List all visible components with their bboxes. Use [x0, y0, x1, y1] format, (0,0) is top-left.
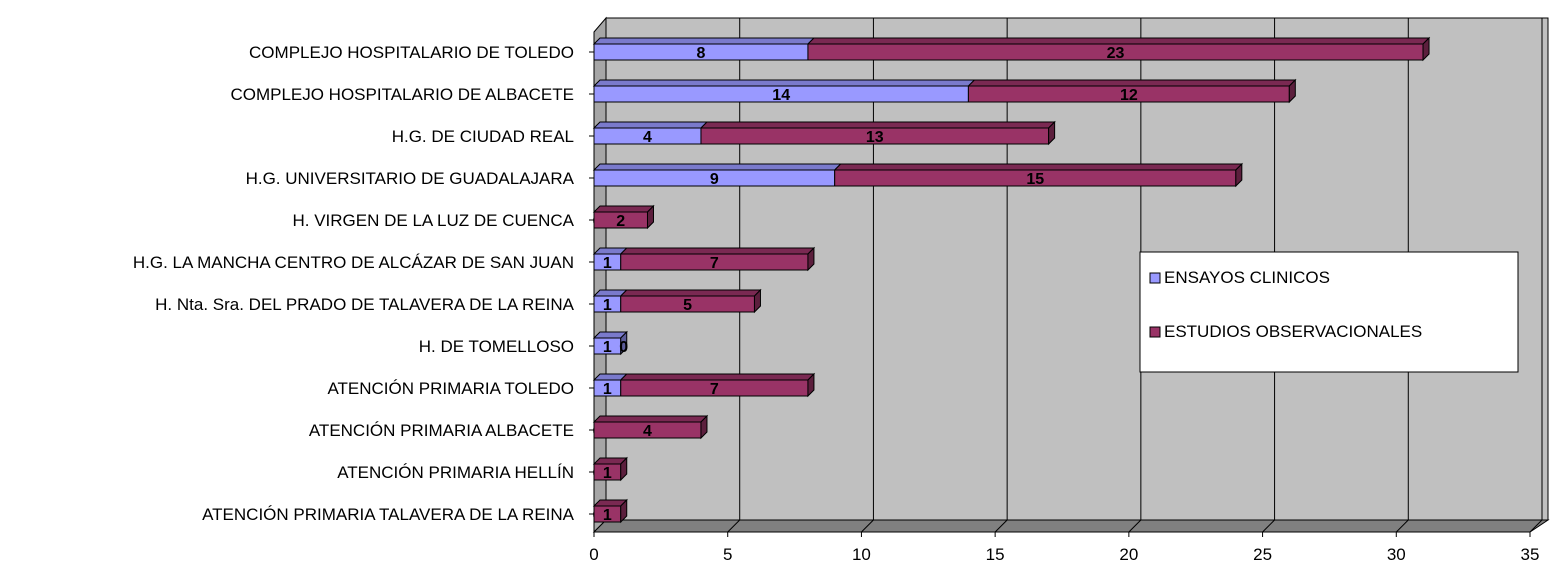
bar-side	[1235, 162, 1243, 188]
x-tick-label: 0	[589, 545, 598, 564]
data-label: 2	[616, 213, 625, 230]
bar-segment	[592, 37, 816, 61]
bar-side	[646, 204, 654, 230]
data-label: 7	[710, 255, 719, 272]
bar-side	[807, 246, 815, 272]
bar-side	[1288, 78, 1296, 104]
data-label: 0	[619, 339, 628, 356]
bar-segment	[967, 78, 1297, 104]
bar-segment	[619, 372, 816, 398]
bar-segment	[619, 288, 762, 314]
bar-side	[620, 330, 628, 356]
bar-segment	[619, 246, 816, 272]
bar-top	[699, 121, 1056, 129]
bar-segment	[592, 163, 842, 187]
legend-label: ENSAYOS CLINICOS	[1164, 268, 1330, 287]
data-label: 23	[1107, 45, 1125, 62]
category-label: H. DE TOMELLOSO	[419, 337, 574, 356]
legend-item: ESTUDIOS OBSERVACIONALES	[1149, 322, 1422, 341]
category-label: ATENCIÓN PRIMARIA TOLEDO	[327, 379, 574, 398]
category-label: H.G. LA MANCHA CENTRO DE ALCÁZAR DE SAN …	[133, 253, 574, 272]
bar-top	[833, 163, 1244, 171]
bar-top	[619, 247, 816, 255]
bar-segment	[592, 247, 628, 271]
data-label: 9	[710, 171, 719, 188]
gridline-floor	[1395, 519, 1409, 533]
legend-swatch	[1149, 326, 1161, 338]
bar-segment	[592, 498, 628, 524]
plot-floor	[592, 519, 1550, 533]
data-label: 12	[1120, 87, 1138, 104]
legend-swatch	[1149, 272, 1161, 284]
bar-side	[620, 498, 628, 524]
data-label: 1	[603, 507, 612, 524]
bar-side	[1422, 36, 1430, 62]
category-label: ATENCIÓN PRIMARIA HELLÍN	[337, 463, 574, 482]
x-tick-label: 25	[1253, 545, 1272, 564]
gridline-floor	[994, 519, 1008, 533]
bar-segment	[592, 204, 655, 230]
category-label: ATENCIÓN PRIMARIA ALBACETE	[309, 421, 574, 440]
bar-side	[620, 456, 628, 482]
legend-box	[1139, 251, 1519, 373]
data-label: 1	[603, 381, 612, 398]
bar-top	[592, 163, 842, 171]
category-label: H. Nta. Sra. DEL PRADO DE TALAVERA DE LA…	[155, 295, 575, 314]
gridline-floor	[1128, 519, 1142, 533]
bar-segment	[699, 120, 1056, 146]
x-tick-label: 30	[1387, 545, 1406, 564]
data-label: 1	[603, 465, 612, 482]
data-label: 8	[697, 45, 706, 62]
bar-side	[807, 372, 815, 398]
data-label: 4	[643, 423, 652, 440]
bar-side	[1048, 120, 1056, 146]
legend-item: ENSAYOS CLINICOS	[1149, 268, 1330, 287]
data-label: 7	[710, 381, 719, 398]
category-label: H. VIRGEN DE LA LUZ DE CUENCA	[292, 211, 574, 230]
bar-top	[619, 289, 762, 297]
category-label: H.G. DE CIUDAD REAL	[392, 127, 574, 146]
gridline-floor	[1262, 519, 1275, 533]
bar-top	[592, 79, 976, 87]
data-label: 1	[603, 255, 612, 272]
legend-label: ESTUDIOS OBSERVACIONALES	[1164, 322, 1422, 341]
data-label: 1	[603, 297, 612, 314]
x-tick-label: 35	[1521, 545, 1540, 564]
bar-segment	[592, 330, 628, 356]
data-label: 4	[643, 129, 652, 146]
bar-segment	[806, 36, 1431, 62]
data-label: 14	[772, 87, 790, 104]
bar-top	[592, 415, 709, 423]
x-tick-label: 5	[723, 545, 732, 564]
bar-side	[753, 288, 761, 314]
x-tick-label: 10	[852, 545, 871, 564]
category-label: COMPLEJO HOSPITALARIO DE ALBACETE	[230, 85, 574, 104]
bar-segment	[592, 373, 628, 397]
category-label: ATENCIÓN PRIMARIA TALAVERA DE LA REINA	[202, 505, 575, 524]
bar-top	[592, 205, 655, 213]
category-label: H.G. UNIVERSITARIO DE GUADALAJARA	[246, 169, 575, 188]
bar-top	[619, 373, 816, 381]
bar-segment	[833, 162, 1244, 188]
bar-top	[967, 79, 1297, 87]
bar-top	[806, 37, 1431, 45]
gridline-floor	[727, 519, 741, 533]
data-label: 1	[603, 339, 612, 356]
bar-segment	[592, 414, 709, 440]
bar-top	[592, 121, 709, 129]
category-label: COMPLEJO HOSPITALARIO DE TOLEDO	[249, 43, 574, 62]
x-tick-label: 15	[986, 545, 1005, 564]
gridline-floor	[861, 519, 874, 533]
gridline-floor	[1529, 519, 1543, 533]
bar-top	[592, 37, 816, 45]
bar-side	[700, 414, 708, 440]
data-label: 15	[1026, 171, 1044, 188]
data-label: 5	[683, 297, 692, 314]
x-tick-label: 20	[1119, 545, 1138, 564]
legend: ENSAYOS CLINICOS ESTUDIOS OBSERVACIONALES	[1139, 251, 1519, 373]
bar-segment	[592, 456, 628, 482]
data-label: 13	[866, 129, 884, 146]
